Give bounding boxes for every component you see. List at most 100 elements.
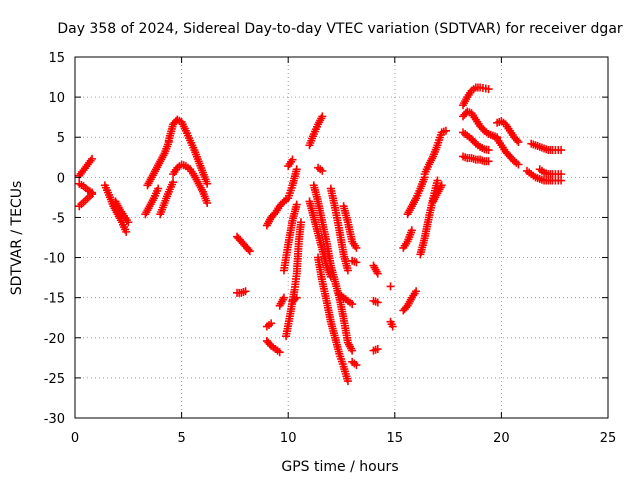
data-point [433,176,442,185]
series-arc03 [75,190,97,211]
y-tick-label: -5 [52,211,65,226]
series-arc32 [369,296,382,307]
data-point [513,136,522,145]
series-arc14 [262,319,276,331]
y-axis-label: SDTVAR / TECUs [9,181,25,296]
series-arc33 [369,345,382,355]
series-arc20 [288,293,301,305]
series-arc13 [262,165,301,230]
data-point [407,226,416,235]
data-point [352,361,361,370]
x-tick-label: 25 [600,431,617,446]
plot-frame [74,56,609,419]
data-point [122,227,131,236]
series-arc09 [164,115,212,188]
chart-title: Day 358 of 2024, Sidereal Day-to-day VTE… [57,21,623,37]
y-tick-label: 0 [57,171,65,186]
data-point [292,293,301,302]
series-arc17 [279,200,301,275]
series-arc28 [339,202,361,252]
series-arc29 [348,357,361,370]
y-tick-label: -20 [44,332,65,347]
series-arc10 [169,160,212,208]
data-points [75,83,566,386]
data-point [348,346,357,355]
series-arc43 [459,107,502,142]
data-point [557,146,566,155]
series-arc35 [386,317,397,331]
data-point [484,85,493,94]
series-arc12 [233,287,250,297]
data-point [352,243,361,252]
series-arc27 [335,290,357,309]
data-point [296,218,305,227]
series-arc37 [399,226,416,252]
series-arc07 [143,138,173,190]
axis-ticks: 0 5 10 15 20 25 -30 -25 -20 -15 -10 -5 0 5 10 15 [44,51,617,446]
data-point [88,190,97,199]
data-point [412,287,421,296]
data-point [124,218,133,227]
data-point [514,138,523,147]
series-arc06 [141,184,163,219]
series-arc25 [314,163,327,175]
data-point [373,269,382,278]
data-point [557,170,566,179]
y-tick-label: -10 [44,252,65,267]
series-arc16 [275,293,288,310]
data-point [292,165,301,174]
data-point [343,266,352,275]
y-tick-label: 15 [48,51,65,66]
x-tick-label: 20 [493,431,510,446]
series-arc48 [522,166,566,185]
series-arc38 [403,173,429,219]
data-point [244,245,253,254]
series-arc44 [459,128,493,155]
series-arc31 [369,261,382,278]
x-tick-label: 15 [387,431,404,446]
series-arc34 [386,282,395,291]
data-point [484,157,493,166]
data-point [292,200,301,209]
series-arc50 [535,165,566,179]
series-arc40 [420,126,450,179]
grid-lines [75,57,608,418]
data-point [241,287,250,296]
x-axis-label: GPS time / hours [281,459,398,475]
series-arc45 [459,152,493,166]
data-point [267,319,276,328]
data-point [388,322,397,331]
series-arc18 [282,218,305,341]
series-arc08 [156,178,178,219]
series-arc05 [111,197,133,227]
series-arc30 [348,256,361,267]
series-arc11 [233,232,254,256]
data-point [514,160,523,169]
series-arc26 [326,184,352,275]
data-point [318,166,327,175]
data-point [169,178,178,187]
y-tick-label: 10 [48,91,65,106]
data-point [441,126,450,135]
data-point [437,181,446,190]
x-tick-label: 0 [71,431,79,446]
y-tick-label: -15 [44,292,65,307]
data-point [203,199,212,208]
series-arc47 [493,117,523,147]
data-point [386,282,395,291]
series-arc19 [284,155,297,171]
data-point [373,345,382,354]
data-point [203,179,212,188]
series-arc01 [75,154,97,180]
series-arc21 [305,112,327,150]
y-tick-label: 5 [57,131,65,146]
series-arc46 [493,134,523,169]
series-arc41 [429,181,446,206]
series-arc42 [459,83,493,110]
series-arc49 [527,139,566,155]
data-point [88,154,97,163]
data-point [484,146,493,155]
data-point [154,184,163,193]
data-point [245,247,254,256]
